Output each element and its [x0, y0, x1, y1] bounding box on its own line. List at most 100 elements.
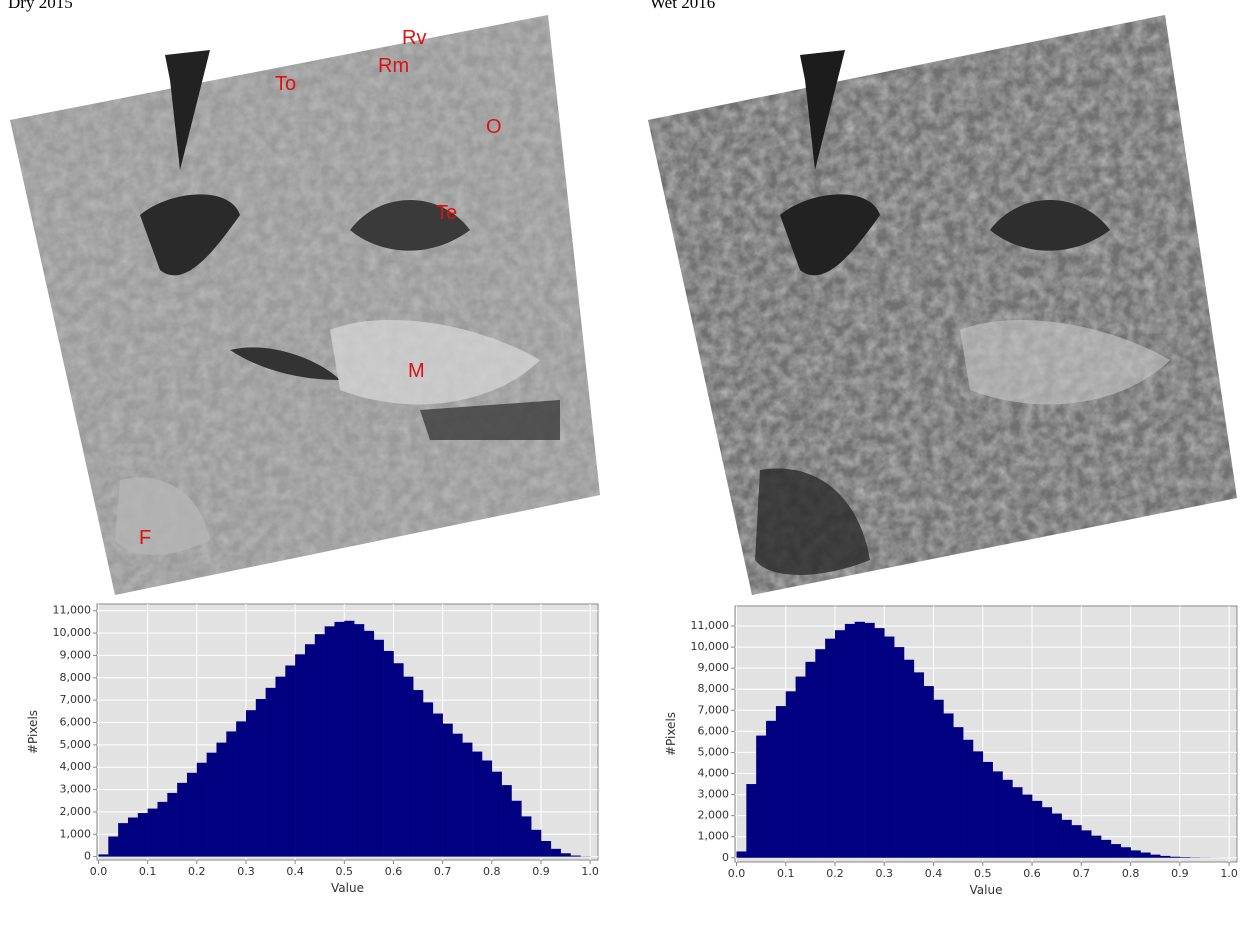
y-tick-label: 4,000 [698, 767, 730, 780]
histogram-bar [1180, 857, 1190, 858]
histogram-bar [541, 841, 551, 857]
histogram-bar [766, 721, 776, 858]
y-tick-label: 4,000 [60, 760, 92, 773]
x-tick-label: 0.3 [237, 865, 255, 878]
y-tick-label: 3,000 [698, 788, 730, 801]
histogram-bar [295, 654, 305, 856]
x-tick-label: 0.6 [385, 865, 403, 878]
histogram-bar [1012, 787, 1022, 858]
y-tick-label: 0 [84, 850, 91, 863]
histogram-bar [413, 690, 423, 857]
y-tick-label: 8,000 [60, 671, 92, 684]
y-axis-label: #Pixels [26, 710, 40, 754]
histogram-bar [354, 624, 364, 857]
histogram-bar [315, 634, 325, 856]
y-tick-label: 1,000 [698, 830, 730, 843]
histogram-bar [1091, 836, 1101, 858]
histogram-bar [374, 640, 384, 857]
histogram-bar [1081, 830, 1091, 857]
histogram-bar [1071, 825, 1081, 858]
x-tick-label: 0.5 [974, 867, 992, 880]
histogram-bar [874, 628, 884, 858]
histogram-bar [364, 631, 374, 857]
histogram-bar [482, 761, 492, 857]
y-tick-label: 2,000 [60, 805, 92, 818]
histogram-bar [177, 783, 187, 857]
x-tick-label: 0.3 [876, 867, 894, 880]
x-tick-label: 0.2 [826, 867, 844, 880]
x-tick-label: 1.0 [581, 865, 599, 878]
x-tick-label: 0.1 [777, 867, 795, 880]
y-tick-label: 10,000 [53, 626, 92, 639]
histogram-bar [1150, 855, 1160, 858]
x-tick-label: 0.4 [286, 865, 304, 878]
y-tick-label: 6,000 [60, 715, 92, 728]
histogram-bar [531, 830, 541, 857]
histogram-bar [973, 751, 983, 857]
histogram-bar [1062, 820, 1072, 858]
histogram-bar [815, 649, 825, 858]
x-tick-label: 0.4 [925, 867, 943, 880]
x-tick-label: 0.7 [434, 865, 452, 878]
y-tick-label: 0 [722, 851, 729, 864]
histogram-bar [423, 702, 433, 856]
histogram-bar [776, 706, 786, 858]
histogram-bar [756, 736, 766, 858]
histogram-bar [1160, 856, 1170, 858]
histogram-bar [403, 677, 413, 857]
histogram-bar [914, 672, 924, 857]
histogram-bar [963, 740, 973, 858]
histogram-bar [226, 731, 236, 856]
histogram-bar [561, 853, 571, 856]
panel-title: Wet 2016 [650, 0, 715, 12]
histogram-bar [393, 663, 403, 856]
histogram-bar [334, 622, 344, 857]
histogram-bar [384, 651, 394, 857]
histogram-bar [1101, 840, 1111, 858]
histogram-bar [266, 688, 276, 857]
histogram-bar [845, 624, 855, 858]
histogram-bar [786, 691, 796, 857]
histogram-bar [1140, 853, 1150, 858]
histogram-bar [157, 802, 167, 857]
x-tick-label: 0.8 [483, 865, 501, 878]
histogram-bar [953, 727, 963, 858]
y-tick-label: 9,000 [698, 661, 730, 674]
histogram-bar [993, 771, 1003, 857]
x-axis-label: Value [970, 883, 1003, 897]
histogram-bar [736, 851, 746, 857]
histogram-bar [167, 793, 177, 857]
histogram-bar [796, 677, 806, 858]
histogram-bar [148, 809, 158, 857]
y-tick-label: 1,000 [60, 827, 92, 840]
histogram-bar [943, 713, 953, 857]
histogram-bar [462, 743, 472, 857]
y-tick-label: 5,000 [60, 738, 92, 751]
y-tick-label: 7,000 [698, 703, 730, 716]
histogram-bar [904, 660, 914, 858]
y-tick-label: 10,000 [691, 640, 730, 653]
y-tick-label: 5,000 [698, 745, 730, 758]
histogram-bar [108, 837, 118, 857]
histogram-bar [433, 714, 443, 857]
histogram-bar [835, 630, 845, 858]
histogram-bar [443, 724, 453, 857]
histogram-bar [492, 772, 502, 857]
histogram-bar [805, 662, 815, 858]
x-tick-label: 0.1 [139, 865, 157, 878]
place-label: Rv [402, 27, 426, 49]
histogram-bar [502, 785, 512, 857]
y-tick-label: 7,000 [60, 693, 92, 706]
histogram-bar [1032, 801, 1042, 858]
histogram-bar [983, 762, 993, 858]
x-tick-label: 0.6 [1023, 867, 1041, 880]
histogram-bar [216, 743, 226, 857]
y-tick-label: 3,000 [60, 783, 92, 796]
figure: Dry 2015 Wet 2016 To Rv Rm O Te M F 01,0… [0, 0, 1242, 927]
place-label: M [408, 360, 425, 382]
histogram-bar [325, 626, 335, 856]
histogram-bar [855, 622, 865, 858]
histogram-bar [305, 644, 315, 856]
sar-image-wet [648, 15, 1237, 595]
x-tick-label: 1.0 [1220, 867, 1238, 880]
